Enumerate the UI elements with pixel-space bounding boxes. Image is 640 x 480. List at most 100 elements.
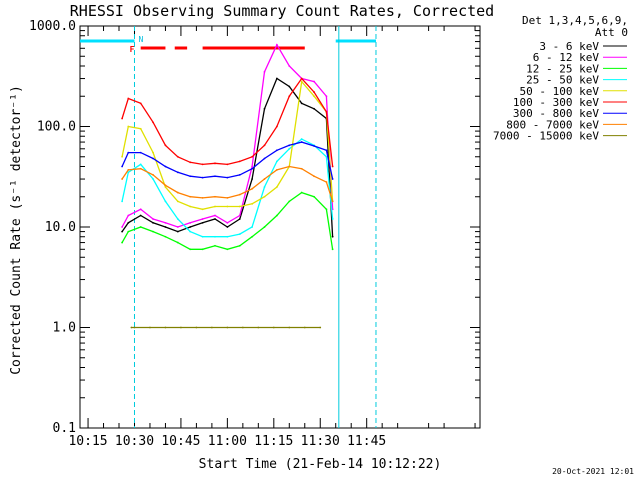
data-point (263, 107, 266, 110)
data-point (238, 193, 241, 196)
data-point (189, 221, 192, 224)
data-point (226, 226, 229, 228)
y-tick-label: 1.0 (53, 321, 76, 336)
data-point (133, 326, 136, 329)
data-point (313, 95, 315, 98)
data-point (288, 85, 291, 88)
data-point (276, 77, 278, 80)
data-point (214, 175, 216, 178)
data-point (164, 200, 167, 203)
data-point (152, 121, 154, 124)
data-point (251, 202, 254, 205)
data-point (176, 171, 179, 174)
data-point (276, 214, 278, 217)
data-point (127, 171, 130, 174)
data-point (263, 195, 266, 198)
data-point (152, 178, 154, 180)
data-point (300, 191, 303, 194)
y-tick-label: 1000.0 (29, 19, 76, 34)
data-point (176, 200, 179, 203)
data-point (164, 184, 167, 187)
data-point (238, 173, 241, 176)
data-point (263, 226, 266, 228)
data-point (180, 326, 182, 329)
data-point (214, 195, 216, 198)
data-point (127, 97, 130, 100)
data-point (238, 160, 241, 163)
data-point (201, 221, 204, 224)
legend-label: 100 - 300 keV (513, 96, 599, 109)
data-point (300, 77, 303, 80)
x-tick-label: 11:00 (208, 434, 247, 449)
data-point (152, 230, 154, 233)
data-point (176, 218, 179, 220)
data-point (189, 195, 192, 198)
data-point (164, 165, 167, 168)
data-point (276, 149, 278, 152)
data-point (152, 173, 154, 176)
y-tick-label: 10.0 (45, 220, 76, 235)
legend-label: 25 - 50 keV (526, 74, 599, 87)
data-point (325, 110, 328, 113)
data-point (226, 248, 229, 251)
data-point (263, 186, 266, 188)
data-point (263, 178, 266, 180)
data-point (300, 138, 303, 140)
data-point (319, 326, 322, 329)
data-point (263, 144, 266, 147)
data-point (176, 226, 179, 228)
data-point (214, 205, 216, 208)
data-point (195, 326, 198, 329)
data-point (189, 248, 192, 251)
data-point (241, 326, 244, 329)
data-point (139, 226, 142, 228)
data-point (210, 326, 213, 329)
data-point (331, 248, 334, 251)
data-point (164, 144, 167, 147)
data-point (238, 214, 241, 217)
data-point (276, 168, 278, 171)
data-point (214, 218, 216, 220)
data-point (238, 205, 241, 208)
data-point (139, 163, 142, 166)
series-line-1 (121, 43, 334, 228)
data-point (189, 161, 192, 164)
data-point (276, 160, 278, 163)
data-point (288, 200, 291, 203)
data-point (300, 141, 303, 143)
data-point (121, 178, 124, 180)
data-point (130, 326, 133, 329)
data-point (331, 200, 334, 203)
legend-label: 3 - 6 keV (539, 40, 599, 53)
data-point (214, 214, 216, 217)
data-point (288, 144, 291, 147)
data-point (201, 235, 204, 238)
data-point (127, 221, 130, 224)
data-point (152, 151, 154, 154)
data-point (300, 102, 303, 105)
data-point (331, 235, 334, 238)
data-point (300, 80, 303, 83)
x-tick-label: 11:30 (301, 434, 340, 449)
x-tick-label: 10:15 (68, 434, 107, 449)
data-point (189, 226, 192, 228)
data-point (226, 196, 229, 199)
night-label: N (138, 35, 143, 44)
data-point (276, 186, 278, 188)
data-point (251, 226, 254, 228)
data-point (288, 147, 291, 150)
data-point (127, 151, 130, 154)
series-line-7 (121, 165, 334, 202)
data-point (313, 80, 315, 83)
legend-label: 7000 - 15000 keV (493, 130, 599, 143)
data-point (325, 95, 328, 98)
data-point (325, 181, 328, 183)
data-point (226, 176, 229, 179)
data-point (313, 175, 315, 178)
data-point (121, 165, 124, 168)
data-point (139, 102, 142, 105)
data-point (251, 187, 254, 190)
data-point (313, 91, 315, 93)
data-point (152, 157, 154, 160)
